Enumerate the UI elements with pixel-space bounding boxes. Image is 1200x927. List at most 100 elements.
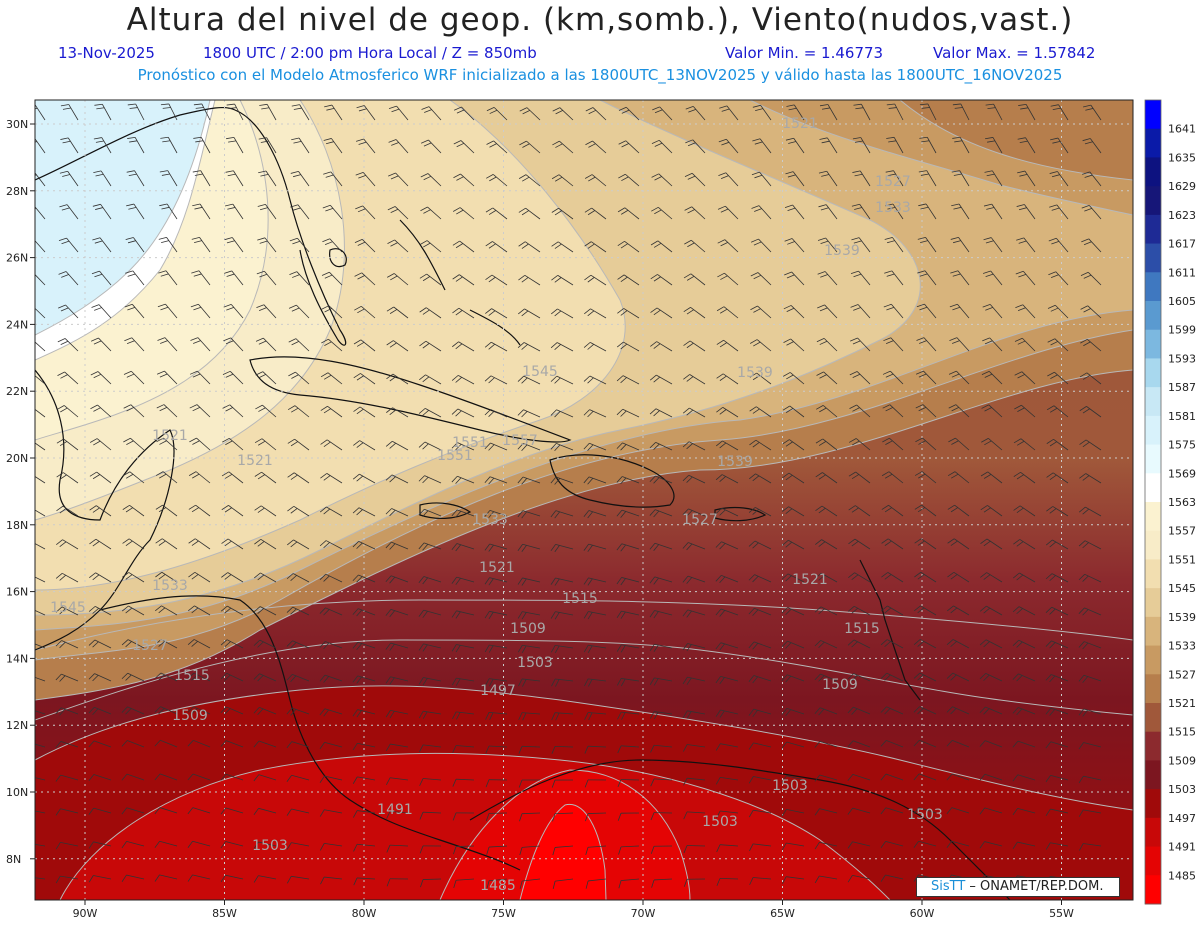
wind-barb-shaft xyxy=(225,773,244,781)
wind-barb-shaft xyxy=(99,237,112,253)
wind-barb-flag xyxy=(620,611,626,619)
wind-barb-flag xyxy=(422,510,429,517)
wind-barb-shaft xyxy=(328,305,343,319)
wind-barb-shaft xyxy=(557,275,574,286)
wind-barb-flag xyxy=(786,374,794,380)
wind-barb-shaft xyxy=(126,841,145,847)
longitude-label: 90W xyxy=(73,907,98,920)
wind-barb-flag xyxy=(1012,808,1018,816)
wind-barb-flag xyxy=(286,808,292,816)
colorbar-swatch xyxy=(1145,329,1161,359)
wind-barb-flag xyxy=(517,375,525,382)
wind-barb-flag xyxy=(358,175,366,179)
wind-barb-flag xyxy=(258,374,266,379)
wind-barb-shaft xyxy=(201,103,211,121)
wind-barb-flag xyxy=(817,237,826,241)
wind-barb-flag xyxy=(320,372,329,378)
wind-barb-shaft xyxy=(490,375,508,385)
wind-barb-flag xyxy=(291,374,299,379)
wind-barb-flag xyxy=(261,107,270,110)
wind-barb-flag xyxy=(946,807,953,815)
wind-barb-shaft xyxy=(363,138,376,154)
wind-barb-flag xyxy=(451,543,458,551)
wind-barb-flag xyxy=(854,207,863,210)
wind-barb-shaft xyxy=(165,303,178,319)
wind-barb-flag xyxy=(1050,274,1059,279)
wind-barb-flag xyxy=(1017,407,1025,412)
wind-barb-shaft xyxy=(556,342,574,352)
wind-barb-shaft xyxy=(555,611,574,616)
wind-barb-flag xyxy=(385,710,391,718)
wind-barb-flag xyxy=(749,339,758,344)
wind-barb-flag xyxy=(521,411,528,418)
colorbar-swatch xyxy=(1145,387,1161,417)
wind-barb-flag xyxy=(419,307,427,313)
wind-barb-flag xyxy=(290,441,299,447)
wind-barb-flag xyxy=(193,136,202,139)
wind-barb-shaft xyxy=(324,708,343,715)
credit-box: SisTT – ONAMET/REP.DOM. xyxy=(916,877,1120,897)
wind-barb-flag xyxy=(89,505,97,511)
wind-barb-shaft xyxy=(955,404,970,418)
wind-barb-shaft xyxy=(259,707,277,715)
wind-barb-flag xyxy=(950,507,959,513)
wind-barb-shaft xyxy=(291,741,310,748)
wind-barb-flag xyxy=(455,477,462,484)
colorbar-label: 1593 xyxy=(1168,352,1196,365)
wind-barb-flag xyxy=(517,443,524,450)
wind-barb-flag xyxy=(326,107,335,111)
wind-barb-flag xyxy=(1050,137,1059,141)
wind-barb-shaft xyxy=(759,138,772,154)
wind-barb-flag xyxy=(686,577,693,584)
wind-barb-flag xyxy=(1015,304,1023,309)
wind-barb-flag xyxy=(884,574,892,580)
wind-barb-shaft xyxy=(357,843,376,847)
wind-barb-flag xyxy=(385,440,393,447)
wind-barb-flag xyxy=(682,643,688,651)
wind-barb-flag xyxy=(390,175,399,180)
wind-barb-flag xyxy=(620,243,628,249)
longitude-label: 85W xyxy=(212,907,237,920)
wind-barb-shaft xyxy=(725,205,739,220)
wind-barb-flag xyxy=(122,471,131,477)
wind-barb-shaft xyxy=(886,639,904,649)
wind-barb-flag xyxy=(1016,440,1025,446)
wind-barb-flag xyxy=(23,574,29,579)
wind-barb-flag xyxy=(683,777,688,786)
wind-barb-flag xyxy=(785,541,793,548)
wind-barb-flag xyxy=(1050,341,1058,346)
wind-barb-flag xyxy=(1082,441,1090,448)
wind-barb-shaft xyxy=(918,840,937,847)
wind-barb-flag xyxy=(717,239,726,244)
wind-barb-shaft xyxy=(621,711,640,715)
wind-barb-flag xyxy=(950,641,957,647)
wind-barb-flag xyxy=(159,170,168,173)
wind-barb-shaft xyxy=(325,573,343,583)
wind-barb-shaft xyxy=(198,270,211,286)
wind-barb-flag xyxy=(386,306,394,312)
wind-barb-flag xyxy=(985,103,994,106)
wind-barb-shaft xyxy=(521,745,541,748)
wind-barb-shaft xyxy=(259,606,277,616)
wind-barb-flag xyxy=(552,107,561,112)
wind-barb-shaft xyxy=(1053,438,1069,451)
wind-barb-shaft xyxy=(196,404,211,418)
wind-barb-shaft xyxy=(229,371,244,385)
wind-barb-flag xyxy=(95,173,104,177)
wind-barb-shaft xyxy=(426,273,442,286)
wind-barb-flag xyxy=(920,240,928,244)
wind-barb-flag xyxy=(781,607,788,614)
wind-barb-flag xyxy=(886,103,895,106)
wind-barb-flag xyxy=(59,541,67,548)
latitude-label: 12N xyxy=(6,719,28,732)
wind-barb-shaft xyxy=(296,304,310,319)
wind-barb-flag xyxy=(127,136,136,139)
colorbar-label: 1485 xyxy=(1168,869,1196,882)
wind-barb-flag xyxy=(488,310,496,316)
wind-barb-flag xyxy=(818,608,825,615)
wind-barb-shaft xyxy=(986,572,1003,583)
wind-barb-flag xyxy=(918,440,926,445)
wind-barb-flag xyxy=(356,576,363,583)
wind-barb-flag xyxy=(188,571,196,578)
wind-barb-shaft xyxy=(101,104,112,121)
